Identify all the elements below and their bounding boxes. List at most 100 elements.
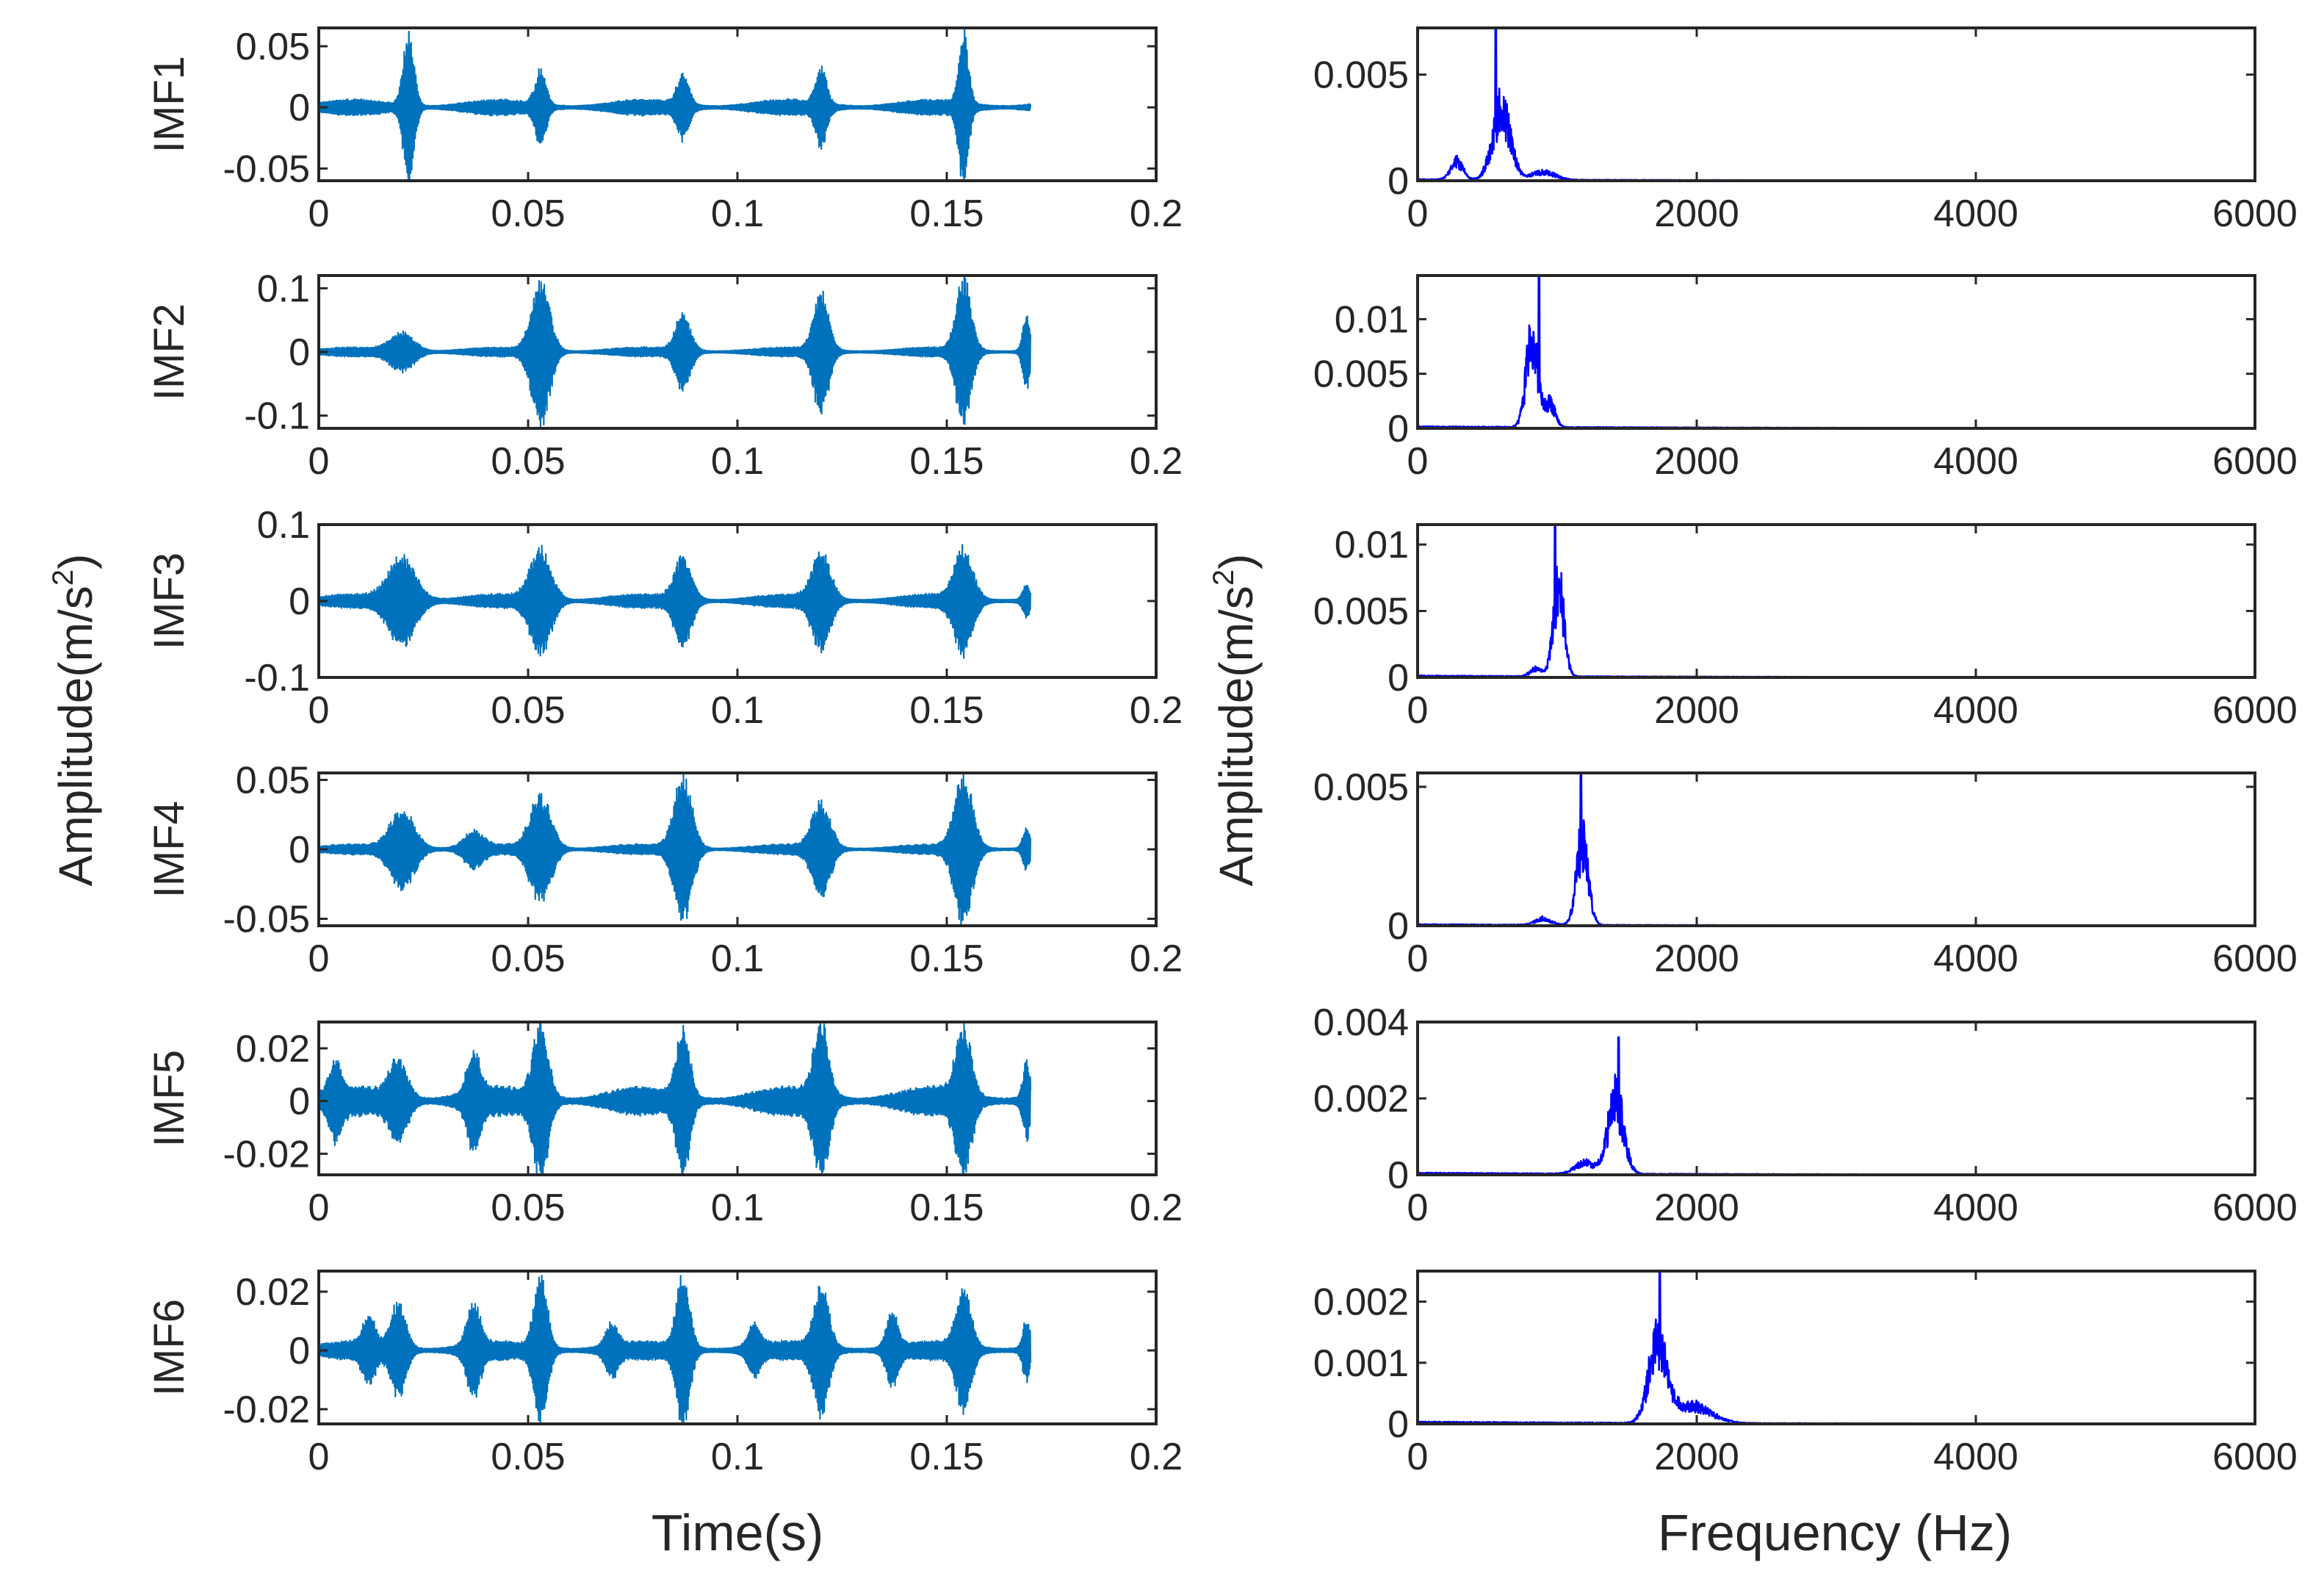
spectrum-3-xtick-label: 4000 xyxy=(1933,689,2018,732)
time-2-xtick-label: 0.05 xyxy=(491,440,565,483)
right-x-axis-label: Frequency (Hz) xyxy=(1658,1504,2012,1561)
time-6-ytick-label: 0 xyxy=(289,1330,310,1372)
time-6-xtick-label: 0 xyxy=(308,1436,330,1478)
spectrum-2-xtick-label: 0 xyxy=(1407,440,1429,483)
spectrum-4-xtick-label: 0 xyxy=(1407,938,1429,980)
spectrum-2-xtick-label: 4000 xyxy=(1933,440,2018,483)
spectrum-4-xtick-label: 2000 xyxy=(1654,938,1739,980)
time-2-ytick-label: -0.1 xyxy=(244,395,310,438)
time-6-ytick-label: 0.02 xyxy=(236,1271,310,1314)
time-1-ytick-label: 0.05 xyxy=(236,26,310,68)
time-6-xtick-label: 0.1 xyxy=(711,1436,764,1478)
right-y-axis-label: Amplitude(m/s2) xyxy=(1208,554,1263,887)
time-3-ytick-label: 0 xyxy=(289,580,310,623)
time-6-xtick-label: 0.2 xyxy=(1130,1436,1183,1478)
time-4-xtick-label: 0 xyxy=(308,938,330,980)
spectrum-2-ytick-label: 0.005 xyxy=(1313,353,1409,396)
time-4-xtick-label: 0.2 xyxy=(1130,938,1183,980)
spectrum-1-xtick-label: 4000 xyxy=(1933,192,2018,235)
spectrum-5-xtick-label: 2000 xyxy=(1654,1187,1739,1229)
spectrum-6-ytick-label: 0.002 xyxy=(1313,1281,1409,1324)
spectrum-1-panel: 0 2000 4000 6000 0 0.005 xyxy=(1313,26,2298,235)
time-3-ytick-label: -0.1 xyxy=(244,657,310,699)
time-1-ytick-label: 0 xyxy=(289,87,310,129)
time-3-xtick-label: 0.1 xyxy=(711,689,764,732)
spectrum-4-xtick-label: 6000 xyxy=(2212,938,2298,980)
time-5-ytick-label: 0.02 xyxy=(236,1028,310,1071)
left-x-axis-label: Time(s) xyxy=(652,1504,824,1561)
time-1-xtick-label: 0.1 xyxy=(711,192,764,235)
panels-group: 0 0.05 0.1 0.15 0.2 -0.05 0 0.05 IMF1 0 0.05 0.1 0.1… xyxy=(145,26,2298,1478)
time-3-xtick-label: 0 xyxy=(308,689,330,732)
time-1-ytick-label: -0.05 xyxy=(223,148,310,190)
spectrum-6-xtick-label: 2000 xyxy=(1654,1436,1739,1478)
spectrum-1-xtick-label: 6000 xyxy=(2212,192,2298,235)
spectrum-6-xtick-label: 6000 xyxy=(2212,1436,2298,1478)
spectrum-5-series-line xyxy=(1418,1036,2255,1175)
time-3-ytick-label: 0.1 xyxy=(257,504,310,547)
time-2-ytick-label: 0 xyxy=(289,331,310,374)
time-3-xtick-label: 0.15 xyxy=(909,689,984,732)
spectrum-3-xtick-label: 0 xyxy=(1407,689,1429,732)
spectrum-2-ytick-label: 0.01 xyxy=(1335,298,1409,341)
spectrum-6-axes-frame xyxy=(1416,1270,2256,1425)
spectrum-6-xtick-label: 4000 xyxy=(1933,1436,2018,1478)
spectrum-1-axes-frame xyxy=(1416,26,2256,182)
spectrum-2-series-line xyxy=(1418,276,2255,428)
spectrum-2-ytick-label: 0 xyxy=(1387,408,1409,450)
time-5-ylabel: IMF5 xyxy=(145,1050,193,1147)
spectrum-5-ytick-label: 0.002 xyxy=(1313,1078,1409,1120)
time-6-ylabel: IMF6 xyxy=(145,1299,193,1396)
spectrum-6-xtick-label: 0 xyxy=(1407,1436,1429,1478)
spectrum-5-axes-frame xyxy=(1416,1021,2256,1176)
spectrum-4-panel: 0 2000 4000 6000 0 0.005 xyxy=(1313,766,2298,980)
spectrum-5-ytick-label: 0.004 xyxy=(1313,1001,1409,1044)
time-5-xtick-label: 0.1 xyxy=(711,1187,764,1229)
time-2-xtick-label: 0 xyxy=(308,440,330,483)
spectrum-6-panel: 0 2000 4000 6000 0 0.001 0.002 xyxy=(1313,1270,2298,1478)
left-y-axis-label: Amplitude(m/s2) xyxy=(47,554,102,887)
time-6-xtick-label: 0.05 xyxy=(491,1436,565,1478)
spectrum-3-ytick-label: 0 xyxy=(1387,657,1409,699)
spectrum-2-panel: 0 2000 4000 6000 0 0.005 0.01 xyxy=(1313,274,2298,483)
spectrum-3-ytick-label: 0.005 xyxy=(1313,591,1409,633)
time-1-xtick-label: 0.05 xyxy=(491,192,565,235)
spectrum-4-ytick-label: 0.005 xyxy=(1313,766,1409,809)
time-4-ylabel: IMF4 xyxy=(145,801,193,898)
time-6-series-line xyxy=(319,1275,1032,1424)
spectrum-1-xtick-label: 0 xyxy=(1407,192,1429,235)
time-2-ytick-label: 0.1 xyxy=(257,267,310,310)
time-5-xtick-label: 0.05 xyxy=(491,1187,565,1229)
spectrum-3-ytick-label: 0.01 xyxy=(1335,524,1409,566)
spectrum-5-xtick-label: 0 xyxy=(1407,1187,1429,1229)
time-5-xtick-label: 0.2 xyxy=(1130,1187,1183,1229)
time-1-ylabel: IMF1 xyxy=(145,56,193,153)
time-2-series-line xyxy=(319,276,1032,428)
spectrum-4-series-line xyxy=(1418,773,2255,926)
time-2-xtick-label: 0.2 xyxy=(1130,440,1183,483)
time-1-xtick-label: 0.2 xyxy=(1130,192,1183,235)
time-6-xtick-label: 0.15 xyxy=(909,1436,984,1478)
time-1-series-line xyxy=(319,28,1032,181)
time-5-ytick-label: -0.02 xyxy=(223,1133,310,1176)
time-5-ytick-label: 0 xyxy=(289,1081,310,1123)
spectrum-4-ytick-label: 0 xyxy=(1387,905,1409,948)
time-5-series-line xyxy=(319,1022,1032,1175)
spectrum-3-xtick-label: 6000 xyxy=(2212,689,2298,732)
spectrum-2-axes-frame xyxy=(1416,274,2256,430)
spectrum-4-xtick-label: 4000 xyxy=(1933,938,2018,980)
time-3-ylabel: IMF3 xyxy=(145,553,193,650)
time-1-xtick-label: 0.15 xyxy=(909,192,984,235)
time-2-xtick-label: 0.1 xyxy=(711,440,764,483)
time-2-ylabel: IMF2 xyxy=(145,303,193,400)
time-5-xtick-label: 0.15 xyxy=(909,1187,984,1229)
time-4-xtick-label: 0.05 xyxy=(491,938,565,980)
spectrum-5-panel: 0 2000 4000 6000 0 0.002 0.004 xyxy=(1313,1001,2298,1229)
time-5-panel: 0 0.05 0.1 0.15 0.2 -0.02 0 0.02 IMF5 xyxy=(145,1021,1183,1229)
time-4-series-line xyxy=(319,773,1032,926)
time-3-xtick-label: 0.2 xyxy=(1130,689,1183,732)
